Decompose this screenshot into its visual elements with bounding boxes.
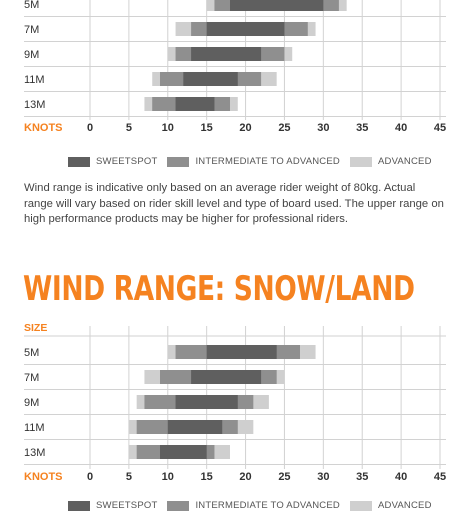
- x-tick-label: 40: [395, 471, 407, 483]
- section-heading-snow-land: WIND RANGE: SNOW/LAND: [23, 269, 415, 309]
- chart-legend-snow-land: SWEETSPOT INTERMEDIATE TO ADVANCED ADVANCE…: [68, 500, 442, 511]
- x-tick-label: 10: [162, 471, 174, 483]
- size-label-11m: 11M: [24, 74, 45, 86]
- x-tick-label: 5: [126, 122, 132, 134]
- knots-axis-label: KNOTS: [24, 122, 63, 134]
- legend-swatch: [68, 500, 90, 511]
- size-label-9m: 9M: [24, 397, 39, 409]
- legend-item-intermediate-to-advanced: INTERMEDIATE TO ADVANCED: [167, 500, 340, 511]
- x-tick-label: 40: [395, 122, 407, 134]
- x-tick-label: 35: [356, 471, 368, 483]
- legend-item-intermediate-to-advanced: INTERMEDIATE TO ADVANCED: [167, 156, 340, 167]
- legend-item-sweetspot: SWEETSPOT: [68, 500, 157, 511]
- size-label-11m: 11M: [24, 422, 45, 434]
- knots-axis-label: KNOTS: [24, 471, 63, 483]
- bar-sweetspot-5m: [206, 345, 277, 359]
- legend-swatch: [349, 500, 372, 511]
- x-tick-label: 0: [87, 122, 93, 134]
- size-label-5m: 5M: [24, 0, 39, 11]
- x-tick-label: 45: [434, 122, 446, 134]
- x-tick-label: 30: [317, 471, 329, 483]
- legend-label: SWEETSPOT: [96, 500, 158, 511]
- bar-sweetspot-13m: [160, 445, 207, 459]
- legend-swatch: [68, 156, 90, 167]
- bar-sweetspot-9m: [191, 47, 262, 61]
- legend-label: ADVANCED: [377, 500, 432, 511]
- size-label-7m: 7M: [24, 372, 39, 384]
- legend-item-sweetspot: SWEETSPOT: [68, 156, 157, 167]
- x-tick-label: 20: [239, 122, 251, 134]
- bar-sweetspot-5m: [230, 0, 324, 11]
- size-label-7m: 7M: [24, 24, 39, 36]
- chart-legend-water: SWEETSPOT INTERMEDIATE TO ADVANCED ADVANCE…: [68, 156, 442, 167]
- x-tick-label: 30: [317, 122, 329, 134]
- legend-item-advanced: ADVANCED: [349, 500, 432, 511]
- wind-range-chart-water: 5M 7M 9M 11M 13M KNOTS 0 5 10 15 20 25 30 35 40 45: [24, 0, 446, 134]
- x-tick-label: 0: [87, 471, 93, 483]
- bar-sweetspot-7m: [191, 370, 262, 384]
- legend-swatch: [167, 500, 190, 511]
- bar-sweetspot-9m: [175, 395, 238, 409]
- legend-label: INTERMEDIATE TO ADVANCED: [195, 156, 340, 167]
- bar-sweetspot-11m: [183, 72, 238, 86]
- x-tick-label: 45: [434, 471, 446, 483]
- bar-sweetspot-13m: [175, 97, 215, 111]
- size-label-5m: 5M: [24, 347, 39, 359]
- wind-range-chart-snow-land: SIZE 5M 7M 9M 11M 13M KNOTS 0 5 10 15 20 25 30 35 40 45: [24, 322, 446, 483]
- x-tick-label: 15: [201, 471, 213, 483]
- legend-label: ADVANCED: [377, 156, 432, 167]
- bar-sweetspot-11m: [167, 420, 223, 434]
- x-tick-label: 25: [278, 122, 290, 134]
- size-label-13m: 13M: [24, 99, 45, 111]
- bar-sweetspot-7m: [206, 22, 285, 36]
- size-label-13m: 13M: [24, 447, 45, 459]
- size-axis-label: SIZE: [24, 322, 47, 334]
- legend-label: SWEETSPOT: [96, 156, 158, 167]
- x-tick-label: 5: [126, 471, 132, 483]
- legend-swatch: [349, 156, 372, 167]
- x-tick-label: 25: [278, 471, 290, 483]
- x-tick-label: 10: [162, 122, 174, 134]
- size-label-9m: 9M: [24, 49, 39, 61]
- x-tick-label: 20: [239, 471, 251, 483]
- x-tick-label: 15: [201, 122, 213, 134]
- legend-item-advanced: ADVANCED: [349, 156, 432, 167]
- wind-range-note: Wind range is indicative only based on a…: [24, 182, 444, 226]
- legend-swatch: [167, 156, 190, 167]
- legend-label: INTERMEDIATE TO ADVANCED: [195, 500, 340, 511]
- x-tick-label: 35: [356, 122, 368, 134]
